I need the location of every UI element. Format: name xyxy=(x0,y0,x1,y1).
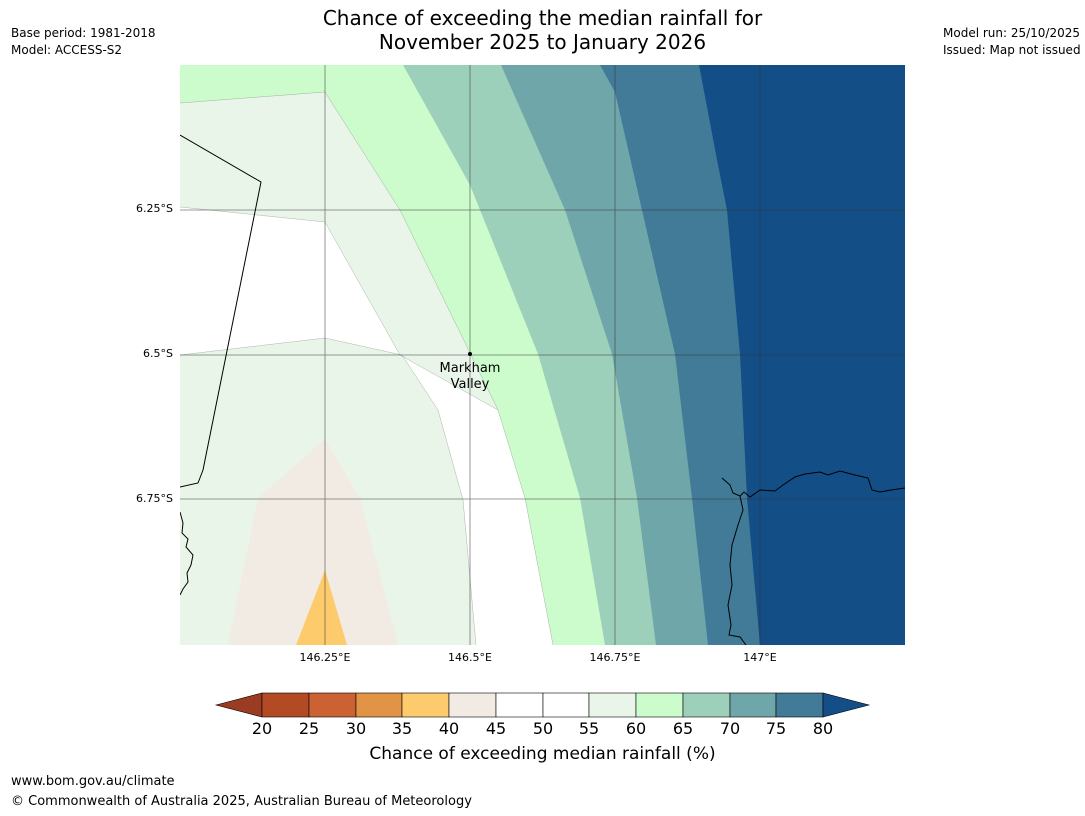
coastline-right xyxy=(721,470,905,498)
colorbar-tick-20: 20 xyxy=(251,719,273,738)
colorbar-cell-65-70 xyxy=(682,692,731,718)
rainfall-map: Markham Valley xyxy=(180,65,905,645)
issued-status: Issued: Map not issued xyxy=(943,43,1081,57)
coastline-left xyxy=(180,511,194,596)
colorbar-cell-60-65 xyxy=(635,692,684,718)
footer-copyright: © Commonwealth of Australia 2025, Austra… xyxy=(11,794,472,809)
base-period: Base period: 1981-2018 xyxy=(11,26,156,40)
place-name-line-2: Valley xyxy=(451,377,490,392)
colorbar-cell-45-50 xyxy=(495,692,544,718)
model-name: Model: ACCESS-S2 xyxy=(11,43,123,57)
colorbar-label: Chance of exceeding median rainfall (%) xyxy=(369,744,716,764)
colorbar-tick-50: 50 xyxy=(532,719,554,738)
colorbar-tick-75: 75 xyxy=(765,719,787,738)
coastline-right-lower xyxy=(727,495,747,645)
title-line-1: Chance of exceeding the median rainfall … xyxy=(322,6,763,30)
colorbar-tick-55: 55 xyxy=(578,719,600,738)
colorbar-tick-80: 80 xyxy=(812,719,834,738)
colorbar-cell-35-40 xyxy=(401,692,450,718)
colorbar-tick-60: 60 xyxy=(625,719,647,738)
colorbar-arrow-high xyxy=(822,692,871,718)
colorbar-tick-65: 65 xyxy=(672,719,694,738)
colorbar-cell-30-35 xyxy=(355,692,403,718)
border-line xyxy=(180,134,262,488)
footer-url: www.bom.gov.au/climate xyxy=(11,774,175,789)
region-35-40 xyxy=(296,570,347,645)
colorbar-cell-40-45 xyxy=(448,692,497,718)
colorbar-cell-50-55 xyxy=(542,692,590,718)
colorbar-tick-45: 45 xyxy=(485,719,507,738)
model-run: Model run: 25/10/2025 xyxy=(943,26,1081,40)
colorbar-cell-70-75 xyxy=(729,692,777,718)
title-line-2: November 2025 to January 2026 xyxy=(378,30,707,54)
lon-label-146-5: 146.5°E xyxy=(448,651,492,664)
colorbar-tick-25: 25 xyxy=(298,719,320,738)
map-title: Chance of exceeding the median rainfall … xyxy=(200,6,885,54)
meta-left: Base period: 1981-2018 Model: ACCESS-S2 xyxy=(11,25,156,59)
colorbar-tick-30: 30 xyxy=(345,719,367,738)
colorbar-cell-75-80 xyxy=(775,692,824,718)
colorbar-cell-25-30 xyxy=(308,692,357,718)
lat-label-6-25: 6.25°S xyxy=(136,202,173,215)
colorbar-tick-35: 35 xyxy=(391,719,413,738)
meta-right: Model run: 25/10/2025 Issued: Map not is… xyxy=(943,25,1081,59)
colorbar-cell-55-60 xyxy=(588,692,637,718)
lat-label-6-75: 6.75°S xyxy=(136,492,173,505)
lon-label-147: 147°E xyxy=(743,651,777,664)
graticule xyxy=(180,65,905,645)
lon-label-146-75: 146.75°E xyxy=(589,651,641,664)
lat-label-6-5: 6.5°S xyxy=(143,347,173,360)
colorbar-arrow-low xyxy=(214,692,263,718)
place-marker xyxy=(468,352,472,356)
colorbar xyxy=(214,692,871,718)
colorbar-tick-40: 40 xyxy=(438,719,460,738)
region-40-45 xyxy=(228,439,398,645)
place-name-line-1: Markham xyxy=(440,361,501,376)
lon-label-146-25: 146.25°E xyxy=(299,651,351,664)
colorbar-tick-70: 70 xyxy=(719,719,741,738)
contour-lines xyxy=(180,91,554,645)
colorbar-cell-20-25 xyxy=(261,692,310,718)
